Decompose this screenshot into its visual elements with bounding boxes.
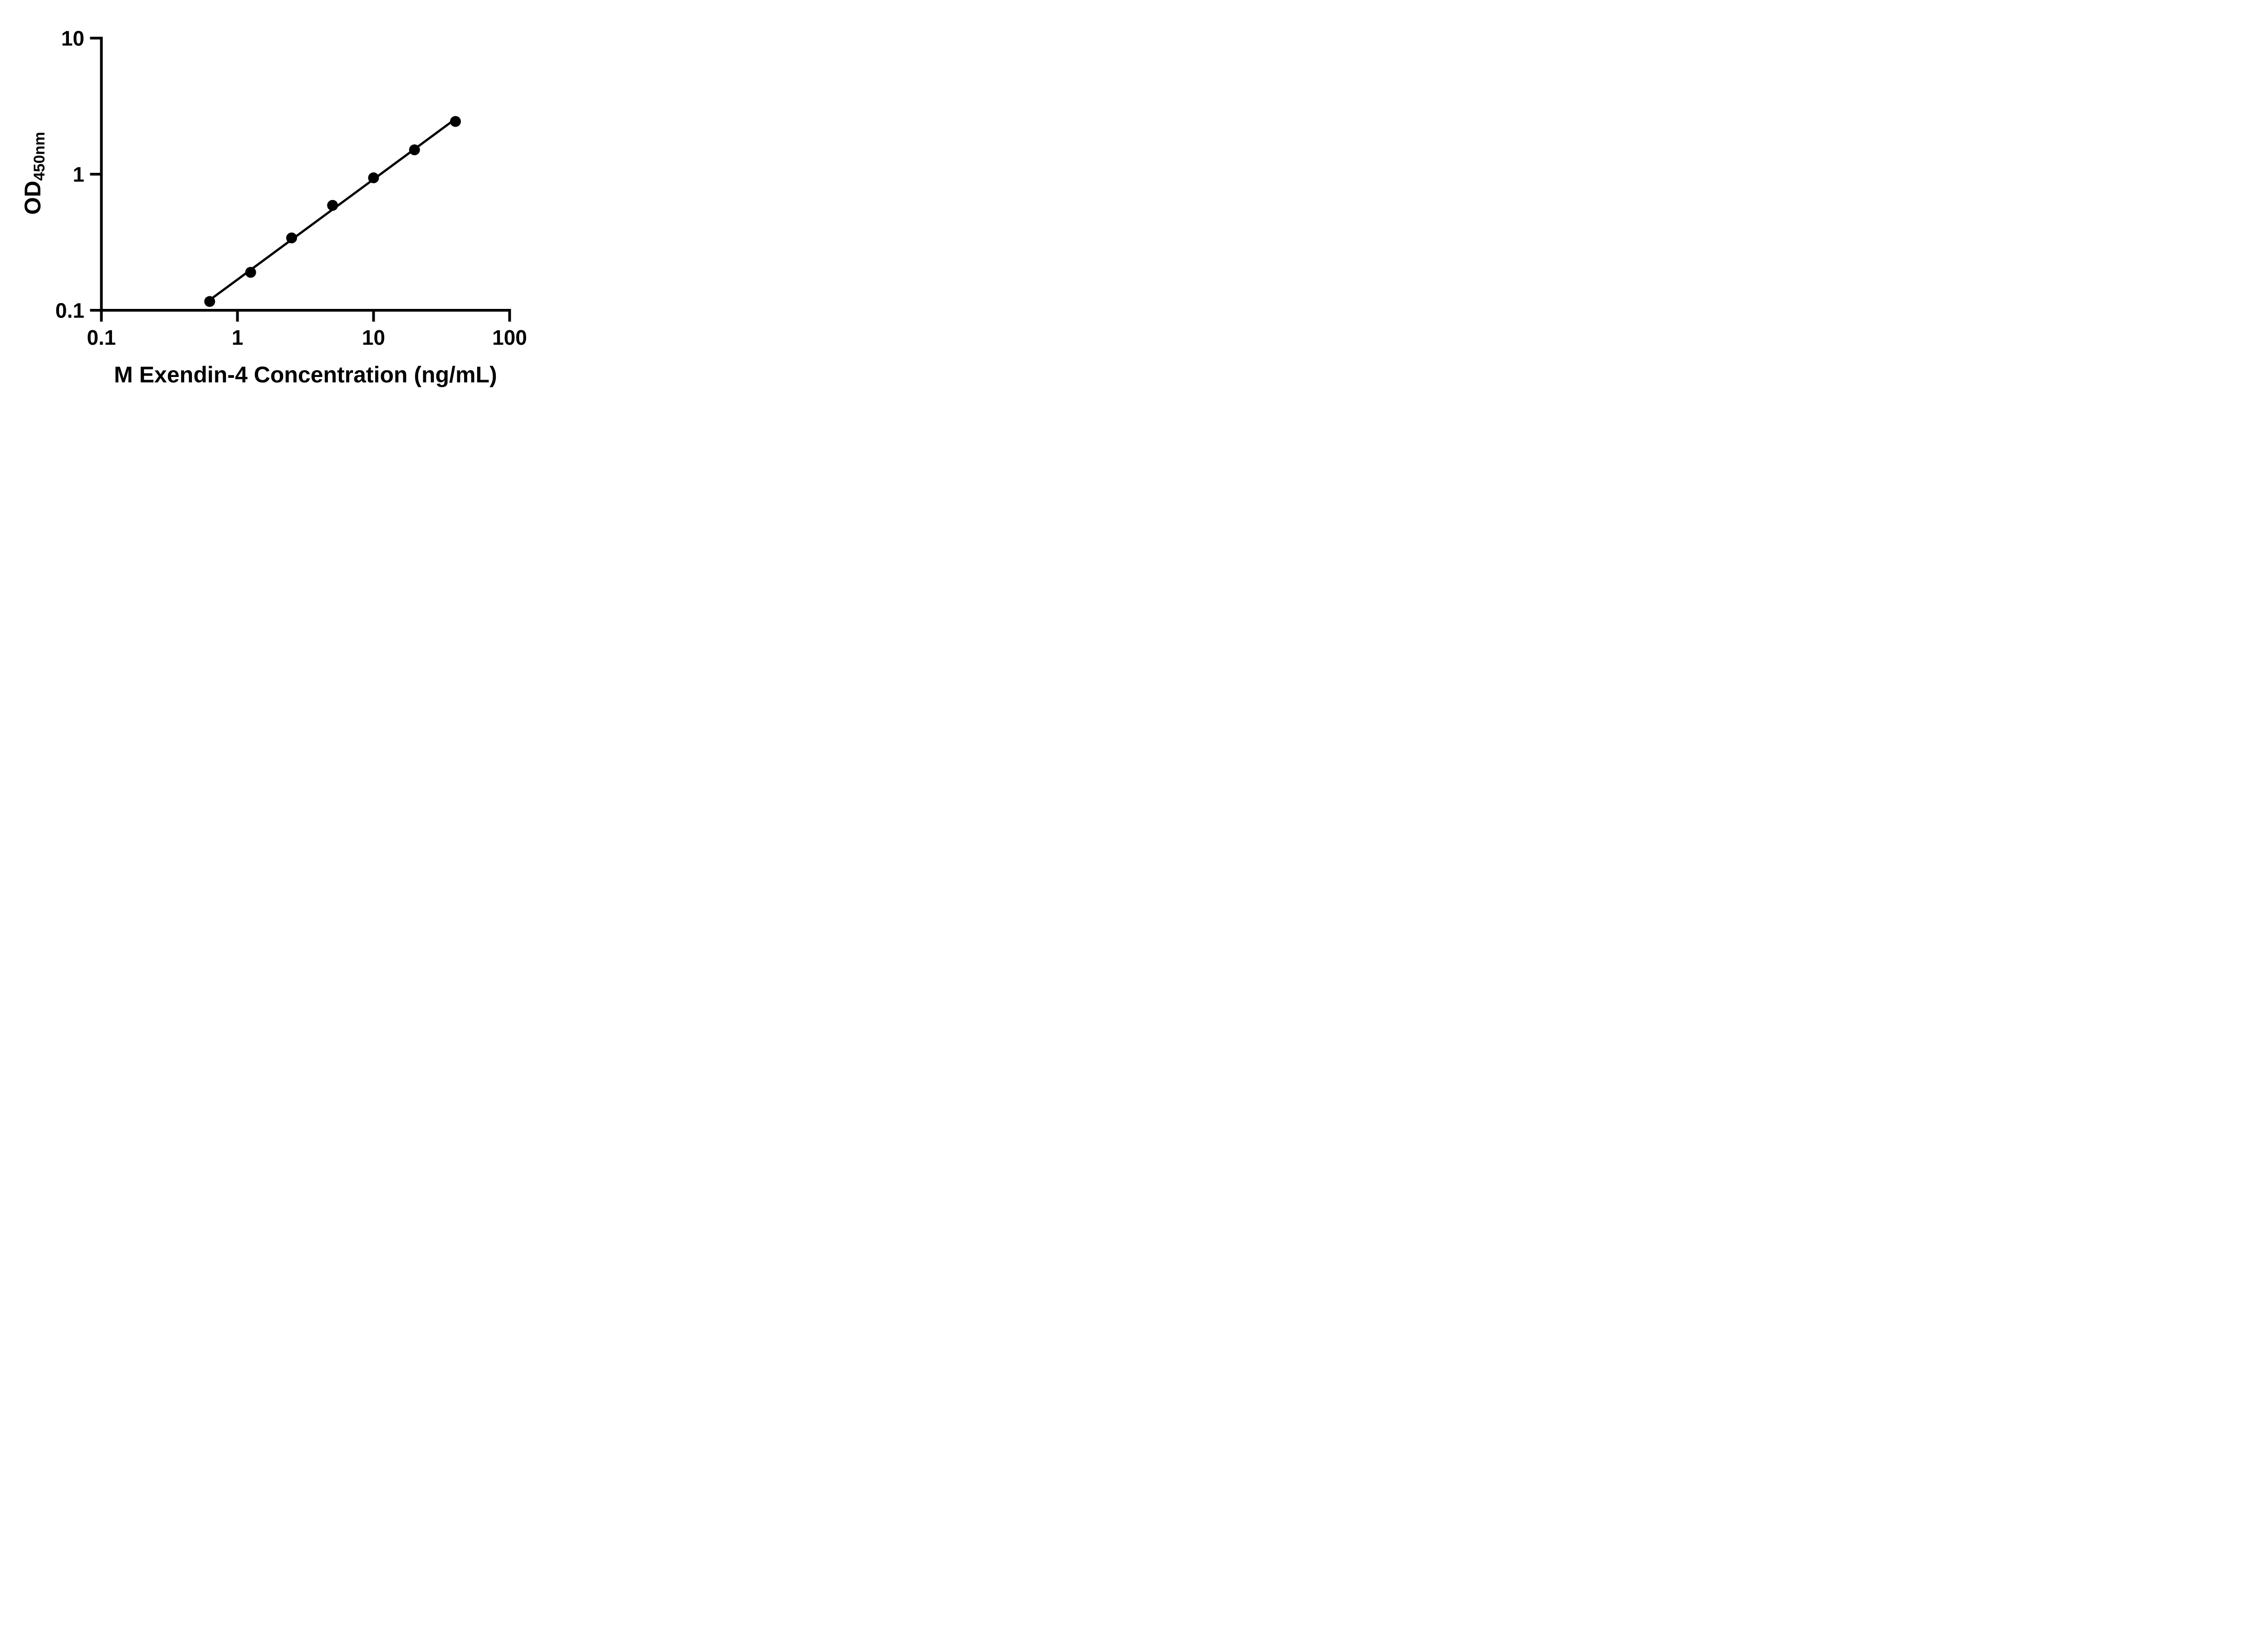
y-tick-label: 10 [61, 27, 84, 50]
elisa-standard-curve-figure: 0.1 1 10 100 0.1 1 10 M Exendin-4 Concentratio… [0, 0, 572, 408]
y-axis-title: OD450nm [20, 132, 49, 215]
plot-area: 0.1 1 10 100 0.1 1 10 [55, 27, 527, 350]
y-axis-title-subscript: 450nm [31, 132, 48, 181]
data-point [245, 267, 256, 278]
data-point [368, 172, 379, 184]
y-tick-label: 0.1 [55, 299, 84, 323]
data-point [327, 200, 338, 211]
x-tick-label: 10 [362, 326, 385, 349]
y-axis-title-main: OD [20, 181, 45, 215]
data-point [286, 232, 297, 244]
data-point [450, 116, 461, 127]
data-point [409, 144, 420, 156]
x-tick-label: 100 [492, 326, 527, 349]
x-tick-label: 1 [232, 326, 244, 349]
y-tick-label: 1 [73, 163, 84, 186]
data-point [204, 296, 215, 307]
x-axis-title: M Exendin-4 Concentration (ng/mL) [114, 362, 497, 387]
x-tick-label: 0.1 [87, 326, 116, 349]
